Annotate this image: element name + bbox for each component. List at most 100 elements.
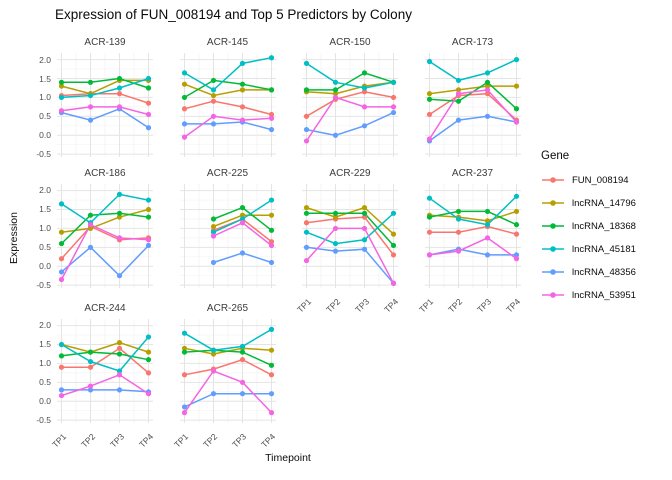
legend-title: Gene [541, 150, 570, 162]
data-point [268, 115, 274, 121]
data-point [332, 132, 339, 138]
data-point [455, 229, 461, 235]
minor-gridlines [424, 183, 521, 288]
x-tick-label: TP3 [475, 295, 494, 315]
data-point [426, 136, 432, 142]
data-point [87, 348, 94, 355]
data-point [239, 60, 245, 66]
data-point [210, 87, 216, 93]
data-point [145, 348, 152, 355]
data-point [87, 244, 94, 250]
data-point [332, 94, 339, 101]
y-tick-label: 0.5 [39, 376, 51, 387]
data-point [181, 330, 187, 336]
facet-chart [424, 53, 521, 157]
legend-entry: lncRNA_45181 [541, 242, 669, 256]
data-point [145, 236, 152, 242]
series-line-lncRNA_53951 [183, 115, 272, 138]
data-point [116, 350, 123, 357]
series-line-lncRNA_48356 [183, 121, 272, 131]
data-point [303, 87, 310, 93]
minor-gridlines [179, 53, 276, 157]
data-point [332, 210, 339, 216]
legend-entry-label: lncRNA_14796 [572, 197, 636, 209]
data-point [332, 87, 339, 93]
data-point [239, 343, 245, 349]
series-lines [428, 58, 517, 142]
data-point [390, 79, 397, 85]
data-point [145, 333, 152, 340]
data-point [484, 91, 490, 97]
data-point [513, 208, 519, 214]
chart-title: Expression of FUN_008194 and Top 5 Predi… [55, 7, 412, 22]
data-point [58, 240, 65, 246]
data-point [210, 215, 216, 222]
facet-title: ACR-229 [329, 167, 371, 179]
facet-title: ACR-237 [451, 167, 494, 179]
series-line-lncRNA_14796 [60, 341, 150, 353]
data-point [116, 386, 123, 393]
legend-key-lncRNA_53951 [542, 292, 564, 298]
data-point [116, 75, 123, 82]
data-point [116, 339, 123, 345]
data-point [513, 255, 519, 261]
data-point [181, 409, 187, 415]
data-point [455, 248, 461, 254]
data-point [268, 111, 274, 118]
x-tick-label: TP2 [323, 295, 343, 315]
data-point [426, 96, 432, 102]
data-point [332, 225, 339, 231]
data-point [268, 126, 274, 133]
data-point [58, 79, 65, 85]
data-point [361, 85, 368, 91]
data-point [484, 70, 490, 76]
facet-title: ACR-225 [206, 167, 249, 179]
data-point [484, 208, 490, 214]
data-point [303, 204, 310, 210]
data-point [426, 111, 432, 118]
series-line-lncRNA_14796 [428, 210, 517, 222]
y-tick-label: 1.0 [39, 357, 51, 368]
data-point [181, 94, 187, 101]
series-line-lncRNA_18368 [428, 210, 517, 225]
data-point [210, 350, 216, 357]
data-point [116, 213, 123, 220]
data-point [332, 240, 339, 246]
series-line-lncRNA_48356 [60, 107, 150, 129]
data-point [426, 229, 432, 235]
data-point [210, 347, 216, 353]
data-point [181, 70, 187, 76]
legend-key-lncRNA_14796 [542, 200, 564, 206]
data-point [239, 219, 245, 225]
data-point [361, 213, 368, 220]
series-line-lncRNA_53951 [60, 223, 150, 280]
facet-title: ACR-186 [84, 167, 126, 179]
y-tick-label: -0.5 [36, 279, 51, 290]
y-tick-label: 0.0 [39, 260, 51, 271]
data-point [239, 348, 245, 355]
data-point [87, 221, 94, 227]
data-point [239, 249, 245, 256]
y-tick-label: 1.0 [39, 222, 51, 233]
series-line-lncRNA_14796 [183, 83, 272, 97]
data-point [87, 386, 94, 393]
series-line-lncRNA_48356 [305, 111, 395, 137]
data-point [513, 251, 519, 258]
data-point [484, 83, 490, 89]
y-tick-label: 0.5 [39, 111, 51, 122]
facet-chart [57, 183, 153, 288]
facet-chart [57, 53, 153, 157]
data-point [455, 91, 461, 97]
legend-entry: lncRNA_48356 [541, 265, 669, 279]
data-point [145, 125, 152, 131]
legend-key-lncRNA_18368 [542, 223, 564, 229]
series-line-lncRNA_53951 [428, 89, 517, 140]
data-point [268, 227, 274, 233]
series-points [181, 326, 274, 415]
data-point [87, 92, 94, 99]
data-point [361, 104, 368, 110]
series-line-lncRNA_53951 [305, 227, 395, 284]
x-tick-label: TP3 [352, 295, 372, 315]
data-point [210, 232, 216, 239]
series-line-lncRNA_45181 [60, 77, 150, 99]
